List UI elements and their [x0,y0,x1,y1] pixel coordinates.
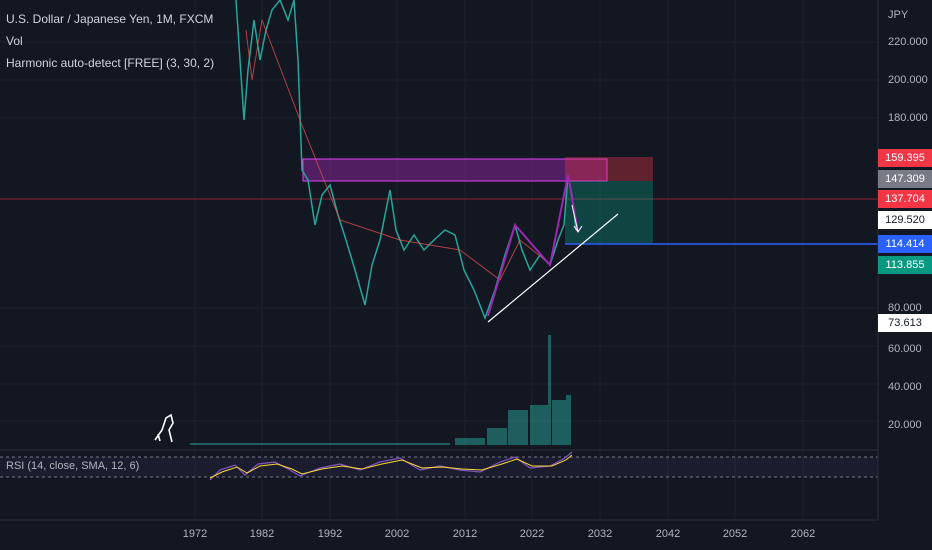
time-label: 1972 [182,528,208,540]
price-label: 40.000 [888,381,922,393]
price-label: 180.000 [888,112,928,124]
volume [190,335,571,445]
time-label: 2032 [587,528,613,540]
price-label: 200.000 [888,74,928,86]
symbol-title: U.S. Dollar / Japanese Yen, 1M, FXCM [6,12,214,26]
zone [302,158,608,182]
trendline [487,213,619,323]
time-label: 1992 [317,528,343,540]
harmonic-pattern [487,174,579,317]
rsi-label: RSI (14, close, SMA, 12, 6) [6,460,140,472]
price-series [235,0,577,321]
price-badge: 147.309 [878,170,932,188]
price-badge: 73.613 [878,314,932,332]
price-badge: 159.395 [878,149,932,167]
price-label: 60.000 [888,343,922,355]
time-label: 2062 [790,528,816,540]
logo [154,413,174,443]
volume-label: Vol [6,34,23,48]
price-label: 20.000 [888,419,922,431]
price-badge: 114.414 [878,235,932,253]
target-box [565,181,653,243]
time-label: 2042 [655,528,681,540]
indicator-label: Harmonic auto-detect [FREE] (3, 30, 2) [6,56,215,70]
price-label: 80.000 [888,302,922,314]
rsi-ma [209,454,573,479]
price-badge: 113.855 [878,256,932,274]
grid [0,0,878,520]
price-series-down [245,18,546,281]
time-label: 2012 [452,528,478,540]
arrow [571,204,583,233]
time-label: 2052 [722,528,748,540]
time-label: 2022 [519,528,545,540]
stop-box [565,157,653,181]
price-badge: 137.704 [878,190,932,208]
time-label: 2002 [384,528,410,540]
price-badge: 129.520 [878,211,932,229]
currency: JPY [888,9,909,21]
price-label: 220.000 [888,36,928,48]
time-label: 1982 [249,528,275,540]
